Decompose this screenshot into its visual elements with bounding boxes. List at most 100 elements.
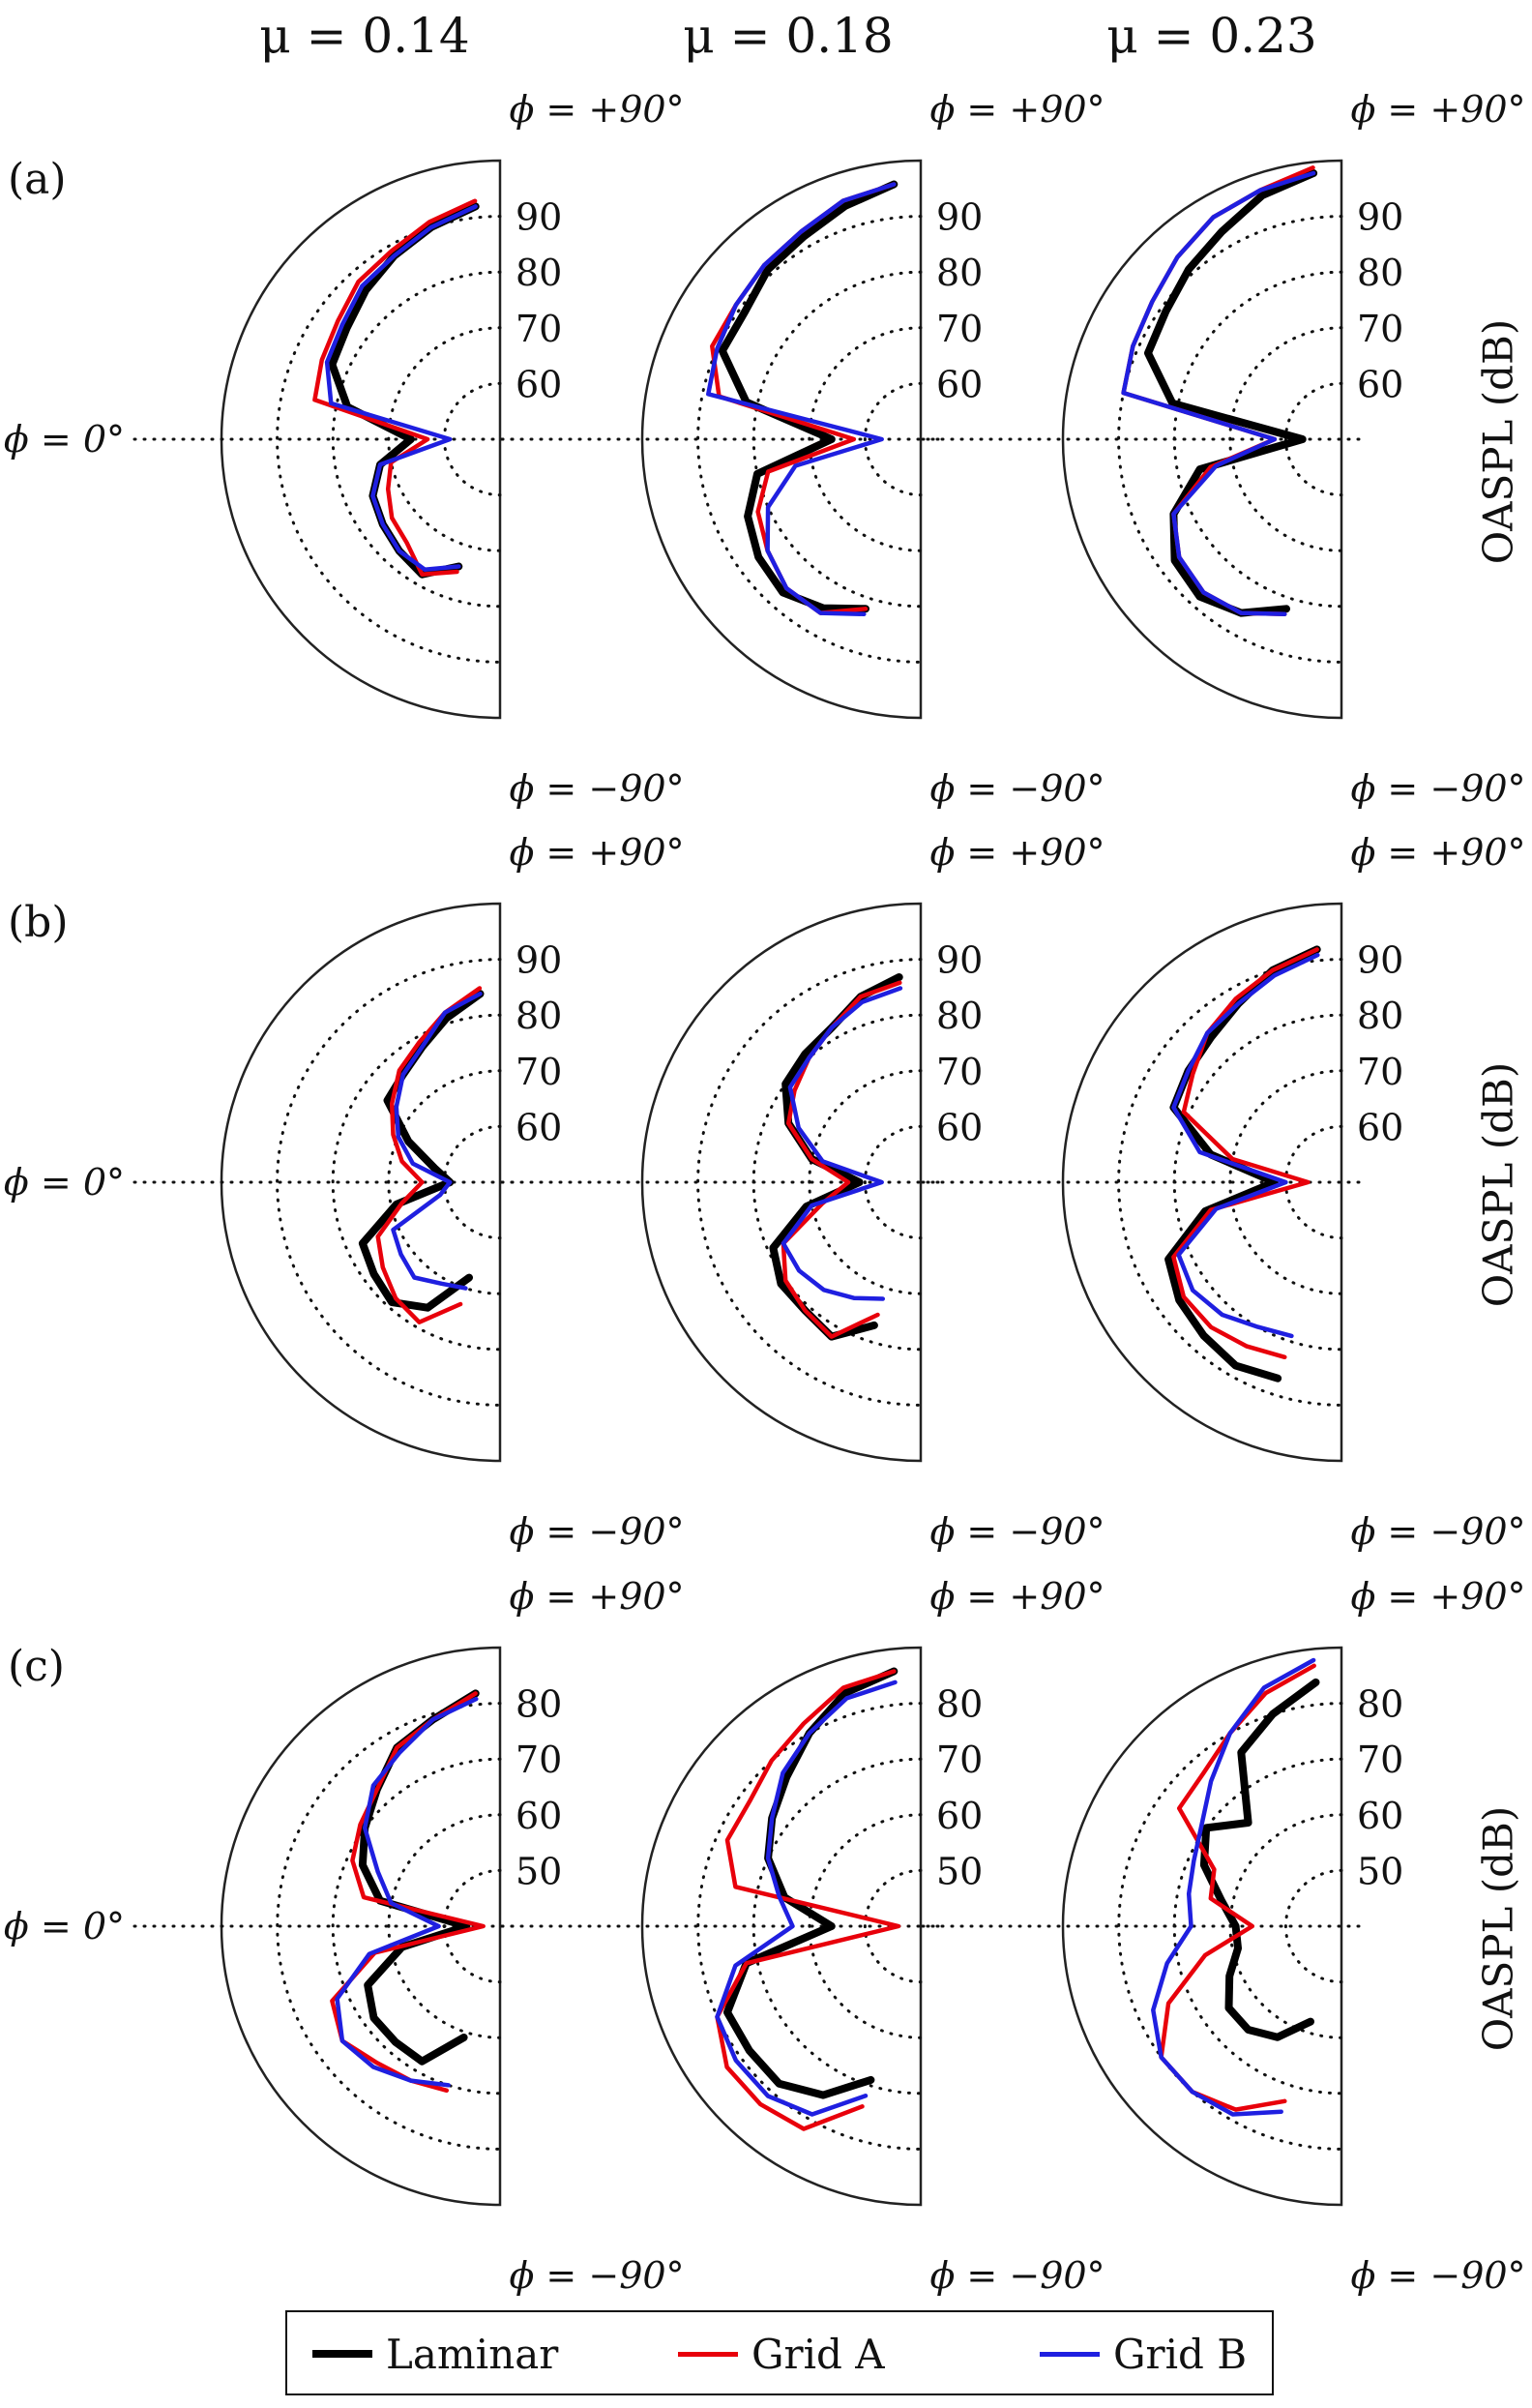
r-grid-arc <box>1283 1868 1343 1984</box>
r-tick-label: 90 <box>936 939 983 982</box>
series-grid-b-b-3 <box>1171 952 1320 1339</box>
angle-label-zero: ϕ = 0° <box>4 418 125 461</box>
angle-label-top: ϕ = +90° <box>929 1575 1105 1618</box>
r-tick-label: 50 <box>516 1850 562 1892</box>
r-tick-label: 60 <box>516 1795 562 1837</box>
series-grid-b-a-1 <box>324 204 478 572</box>
legend-item-grid-b: Grid B <box>1040 2330 1247 2378</box>
legend-swatch-grid-a <box>678 2351 738 2357</box>
r-tick-label: 50 <box>936 1850 983 1892</box>
series-grid-a-b-1 <box>375 986 483 1324</box>
r-grid-arc <box>1172 270 1343 609</box>
angle-label-bottom: ϕ = −90° <box>929 2254 1105 2297</box>
series-grid-b-c-3 <box>1151 1657 1316 2117</box>
polar-frame <box>1061 1646 1343 2207</box>
r-grid-arc <box>1117 958 1343 1407</box>
column-title-1: μ = 0.14 <box>259 8 470 64</box>
r-tick-label: 80 <box>516 995 562 1037</box>
r-grid-arc <box>1283 1124 1343 1240</box>
row-label-c: (c) <box>8 1642 65 1691</box>
series-grid-a-c-2 <box>715 1669 901 2131</box>
angle-label-top: ϕ = +90° <box>1350 1575 1525 1618</box>
series-grid-b-c-1 <box>335 1696 479 2088</box>
r-tick-label: 90 <box>516 939 562 982</box>
angle-label-zero: ϕ = 0° <box>4 1161 125 1204</box>
polar-frame <box>640 1646 923 2207</box>
r-tick-label: 60 <box>516 363 562 405</box>
r-grid-arc <box>808 1069 923 1295</box>
r-tick-label: 70 <box>516 1051 562 1093</box>
r-tick-label: 70 <box>516 308 562 350</box>
polar-frame <box>220 159 502 720</box>
column-title-3: μ = 0.23 <box>1106 8 1317 64</box>
r-tick-label: 60 <box>1357 1106 1403 1148</box>
r-grid-arc <box>331 1013 502 1352</box>
angle-label-bottom: ϕ = −90° <box>1350 1510 1525 1553</box>
r-grid-arc <box>808 326 923 552</box>
r-tick-label: 80 <box>1357 1683 1403 1726</box>
r-tick-label: 70 <box>1357 1739 1403 1781</box>
legend-label-grid-a: Grid A <box>751 2330 885 2378</box>
angle-label-top: ϕ = +90° <box>1350 831 1525 874</box>
legend-label-laminar: Laminar <box>386 2330 559 2378</box>
series-laminar-a-2 <box>718 180 899 613</box>
series-grid-a-a-1 <box>312 198 478 577</box>
r-tick-label: 70 <box>1357 1051 1403 1093</box>
angle-label-top: ϕ = +90° <box>1350 88 1525 131</box>
angle-label-top: ϕ = +90° <box>929 88 1105 131</box>
r-tick-label: 80 <box>936 252 983 294</box>
r-grid-arc <box>276 215 502 664</box>
series-grid-a-c-1 <box>330 1691 486 2094</box>
r-tick-label: 60 <box>516 1106 562 1148</box>
angle-label-top: ϕ = +90° <box>509 831 684 874</box>
r-grid-arc <box>696 958 923 1407</box>
polar-panel-a-3: 60 70 80 90 ϕ = +90° ϕ = −90° <box>921 88 1526 810</box>
r-tick-label: 80 <box>516 252 562 294</box>
r-tick-label: 80 <box>1357 995 1403 1037</box>
r-grid-arc <box>387 1813 502 2039</box>
r-grid-arc <box>751 1013 923 1352</box>
r-tick-label: 60 <box>1357 1795 1403 1837</box>
r-tick-label: 60 <box>936 1106 983 1148</box>
r-grid-arc <box>387 1069 502 1295</box>
legend: Laminar Grid A Grid B <box>285 2310 1274 2395</box>
r-tick-label: 60 <box>936 363 983 405</box>
r-grid-arc <box>1172 1757 1343 2096</box>
polar-panel-c-2: 50 60 70 80 ϕ = +90° ϕ = −90° <box>500 1575 1105 2297</box>
r-tick-label: 70 <box>936 1051 983 1093</box>
polar-panel-b-3: 60 70 80 90 ϕ = +90° ϕ = −90° <box>921 831 1526 1553</box>
polar-frame <box>220 1646 502 2207</box>
legend-item-grid-a: Grid A <box>678 2330 885 2378</box>
r-tick-label: 90 <box>1357 939 1403 982</box>
series-laminar-a-3 <box>1144 169 1318 617</box>
r-tick-label: 70 <box>1357 308 1403 350</box>
r-grid-arc <box>276 958 502 1407</box>
polar-frame <box>1061 902 1343 1463</box>
r-grid-arc <box>1117 215 1343 664</box>
series-grid-b-b-2 <box>781 986 903 1301</box>
r-grid-arc <box>808 1813 923 2039</box>
polar-frame <box>220 902 502 1463</box>
polar-panel-c-3: 50 60 70 80 ϕ = +90° ϕ = −90° <box>921 1575 1526 2297</box>
r-grid-arc <box>276 1702 502 2151</box>
polar-panel-a-1: 60 70 80 90 ϕ = +90° ϕ = −90° ϕ = 0° <box>4 88 685 810</box>
r-grid-arc <box>1117 1702 1343 2151</box>
angle-label-bottom: ϕ = −90° <box>1350 767 1525 810</box>
r-grid-arc <box>1228 1069 1343 1295</box>
angle-label-bottom: ϕ = −90° <box>1350 2254 1525 2297</box>
polar-frame <box>640 902 923 1463</box>
r-grid-arc <box>1228 1813 1343 2039</box>
legend-label-grid-b: Grid B <box>1113 2330 1248 2378</box>
series-laminar-c-3 <box>1199 1678 1320 2041</box>
angle-label-top: ϕ = +90° <box>509 88 684 131</box>
legend-item-laminar: Laminar <box>312 2330 558 2378</box>
r-tick-label: 60 <box>936 1795 983 1837</box>
angle-label-top: ϕ = +90° <box>509 1575 684 1618</box>
r-grid-arc <box>751 270 923 609</box>
angle-label-top: ϕ = +90° <box>929 831 1105 874</box>
angle-label-zero: ϕ = 0° <box>4 1905 125 1947</box>
r-tick-label: 80 <box>936 1683 983 1726</box>
angle-label-bottom: ϕ = −90° <box>929 767 1105 810</box>
r-tick-label: 70 <box>516 1739 562 1781</box>
legend-swatch-laminar <box>312 2350 372 2358</box>
